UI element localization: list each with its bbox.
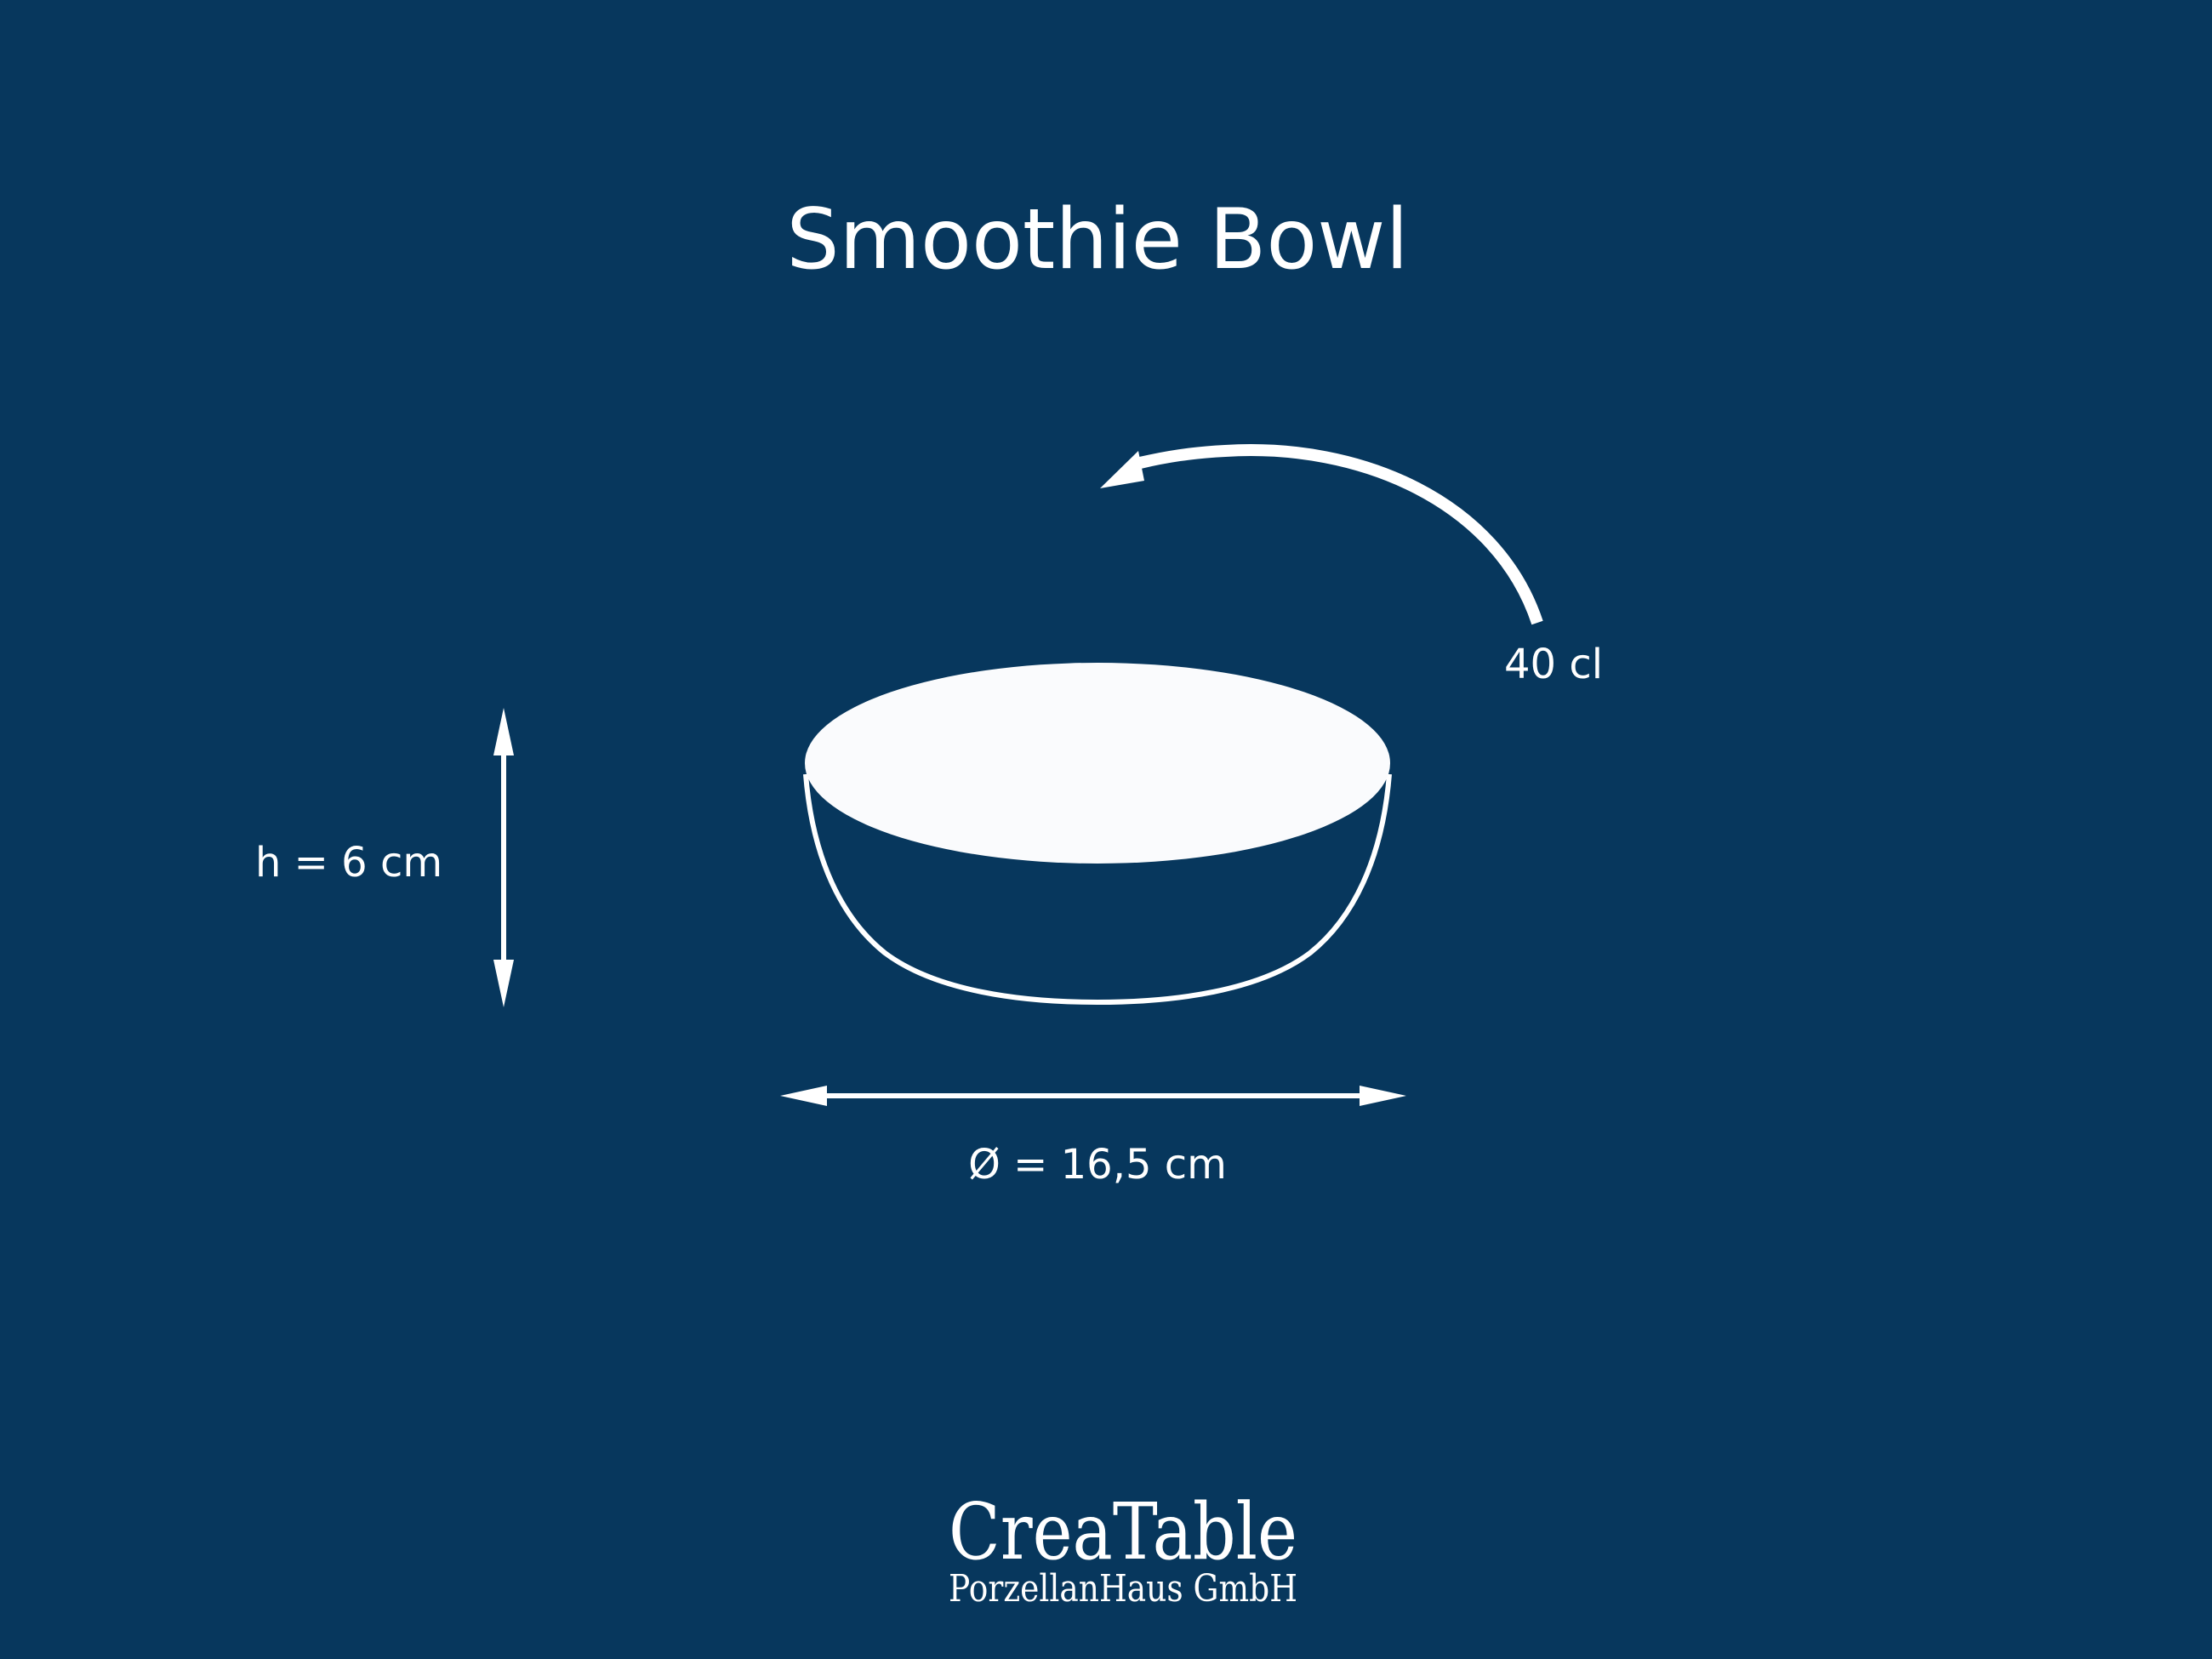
diameter-label: Ø = 16,5 cm xyxy=(968,1141,1227,1189)
diameter-arrow-icon xyxy=(780,1086,1406,1106)
creatable-logo: CreaTable PorzellanHaus GmbH xyxy=(949,1486,1297,1611)
logo-name: CreaTable xyxy=(949,1486,1297,1577)
height-label: h = 6 cm xyxy=(255,839,442,887)
bowl-illustration xyxy=(803,663,1392,1006)
volume-label: 40 cl xyxy=(1504,641,1603,688)
page-title: Smoothie Bowl xyxy=(786,191,1408,288)
logo-company: PorzellanHaus GmbH xyxy=(949,1567,1297,1611)
height-arrow-icon xyxy=(493,708,514,1007)
volume-arrow-icon xyxy=(1100,444,1543,625)
